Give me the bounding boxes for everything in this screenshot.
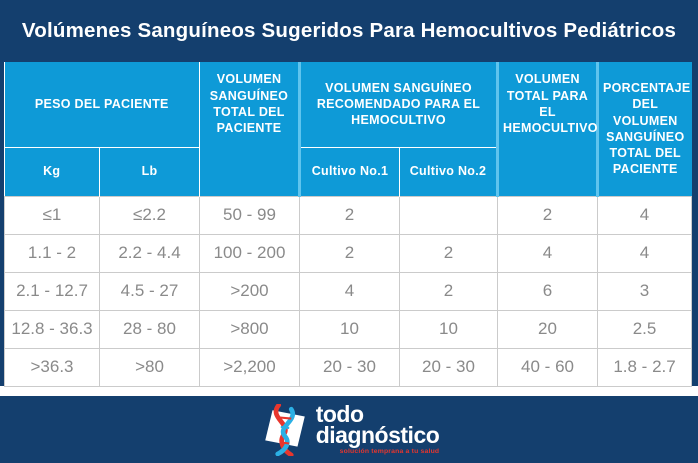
header-kg: Kg bbox=[4, 147, 100, 196]
cell-cultivo-1: 2 bbox=[299, 195, 400, 235]
todo-diagnostico-logo: todo diagnóstico solución temprana a tu … bbox=[259, 401, 440, 457]
table-row: >36.3 >80 >2,200 20 - 30 20 - 30 40 - 60… bbox=[4, 347, 693, 387]
cell-cultivo-1: 4 bbox=[299, 271, 400, 311]
cell-vol-total: >200 bbox=[199, 271, 300, 311]
footer-bar: todo diagnóstico solución temprana a tu … bbox=[0, 396, 698, 463]
header-peso-del-paciente: PESO DEL PACIENTE bbox=[4, 62, 200, 148]
table-row: ≤1 ≤2.2 50 - 99 2 2 4 bbox=[4, 195, 693, 235]
dna-cube-icon bbox=[259, 402, 311, 457]
header-lb: Lb bbox=[99, 147, 200, 196]
cell-vol-hemocultivo: 2 bbox=[497, 195, 599, 235]
cell-kg: ≤1 bbox=[4, 195, 100, 235]
cell-porcentaje: 3 bbox=[597, 271, 693, 311]
header-cultivo-2: Cultivo No.2 bbox=[399, 147, 500, 196]
cell-cultivo-1: 2 bbox=[299, 233, 400, 273]
cell-kg: 2.1 - 12.7 bbox=[4, 271, 100, 311]
header-volumen-total-paciente: VOLUMEN SANGUÍNEO TOTAL DEL PACIENTE bbox=[199, 62, 301, 196]
cell-lb: 4.5 - 27 bbox=[99, 271, 200, 311]
table-row: 2.1 - 12.7 4.5 - 27 >200 4 2 6 3 bbox=[4, 271, 693, 311]
blood-volume-table-wrapper: PESO DEL PACIENTE VOLUMEN SANGUÍNEO TOTA… bbox=[4, 62, 693, 387]
cell-cultivo-2: 10 bbox=[398, 309, 499, 349]
cell-vol-total: >2,200 bbox=[199, 347, 300, 387]
table-row: 1.1 - 2 2.2 - 4.4 100 - 200 2 2 4 4 bbox=[4, 233, 693, 273]
header-porcentaje: PORCENTAJE DEL VOLUMEN SANGUÍNEO TOTAL D… bbox=[597, 62, 692, 196]
cell-vol-hemocultivo: 20 bbox=[497, 309, 599, 349]
cell-cultivo-2 bbox=[398, 195, 499, 235]
cell-porcentaje: 1.8 - 2.7 bbox=[597, 347, 693, 387]
cell-cultivo-1: 10 bbox=[299, 309, 400, 349]
cell-vol-total: >800 bbox=[199, 309, 300, 349]
logo-wordmark: todo diagnóstico solución temprana a tu … bbox=[315, 401, 440, 455]
header-row-groups: PESO DEL PACIENTE VOLUMEN SANGUÍNEO TOTA… bbox=[4, 62, 692, 196]
cell-vol-total: 50 - 99 bbox=[199, 195, 300, 235]
header-row-subcolumns: Kg Lb Cultivo No.1 Cultivo No.2 bbox=[4, 147, 692, 196]
cell-vol-hemocultivo: 40 - 60 bbox=[497, 347, 599, 387]
page-title: Volúmenes Sanguíneos Sugeridos Para Hemo… bbox=[21, 19, 677, 42]
cell-kg: 1.1 - 2 bbox=[4, 233, 100, 273]
header-cultivo-1: Cultivo No.1 bbox=[299, 147, 400, 196]
cell-lb: ≤2.2 bbox=[99, 195, 200, 235]
table-row: 12.8 - 36.3 28 - 80 >800 10 10 20 2.5 bbox=[4, 309, 693, 349]
cell-cultivo-2: 20 - 30 bbox=[398, 347, 499, 387]
cell-lb: >80 bbox=[99, 347, 200, 387]
cell-cultivo-1: 20 - 30 bbox=[299, 347, 400, 387]
right-border-strip bbox=[691, 0, 698, 386]
cell-vol-hemocultivo: 4 bbox=[497, 233, 599, 273]
logo-text-diagnostico: diagnóstico bbox=[315, 422, 440, 449]
cell-cultivo-2: 2 bbox=[398, 271, 499, 311]
cell-vol-hemocultivo: 6 bbox=[497, 271, 599, 311]
blood-volume-table: PESO DEL PACIENTE VOLUMEN SANGUÍNEO TOTA… bbox=[4, 62, 693, 387]
logo-text-todo: todo bbox=[315, 401, 364, 428]
cell-kg: >36.3 bbox=[4, 347, 100, 387]
left-border-strip bbox=[0, 0, 4, 386]
title-bar: Volúmenes Sanguíneos Sugeridos Para Hemo… bbox=[0, 0, 698, 62]
header-volumen-total-hemocultivo: VOLUMEN TOTAL PARA EL HEMOCULTIVO bbox=[497, 62, 600, 196]
cell-porcentaje: 4 bbox=[597, 233, 693, 273]
cell-vol-total: 100 - 200 bbox=[199, 233, 300, 273]
header-volumen-recomendado: VOLUMEN SANGUÍNEO RECOMENDADO PARA EL HE… bbox=[299, 62, 500, 148]
logo-tagline: solución temprana a tu salud bbox=[339, 447, 440, 455]
cell-lb: 2.2 - 4.4 bbox=[99, 233, 200, 273]
cell-porcentaje: 4 bbox=[597, 195, 693, 235]
cell-kg: 12.8 - 36.3 bbox=[4, 309, 100, 349]
cell-lb: 28 - 80 bbox=[99, 309, 200, 349]
cell-cultivo-2: 2 bbox=[398, 233, 499, 273]
cell-porcentaje: 2.5 bbox=[597, 309, 693, 349]
